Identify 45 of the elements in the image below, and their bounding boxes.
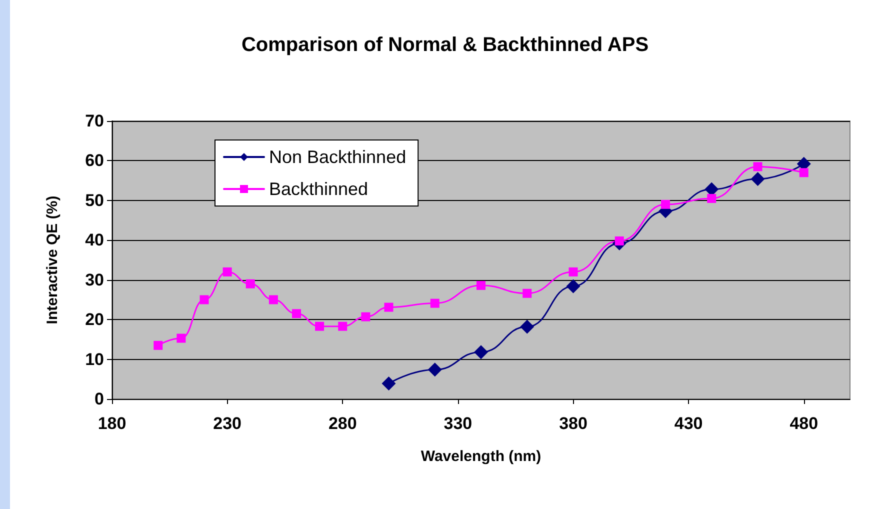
y-tick-label: 40 <box>85 230 104 250</box>
point <box>522 288 532 298</box>
x-tick-label: 430 <box>674 414 703 433</box>
point <box>338 322 348 331</box>
point <box>200 295 209 304</box>
point <box>474 345 488 360</box>
y-tick-label: 60 <box>85 151 104 170</box>
legend-label: Non Backthinned <box>269 147 406 167</box>
point <box>268 295 278 304</box>
point <box>382 376 396 391</box>
point <box>361 312 370 322</box>
point <box>707 194 716 203</box>
x-tick-label: 380 <box>559 414 588 433</box>
point <box>753 162 762 172</box>
y-tick-label: 70 <box>85 112 104 130</box>
point <box>315 322 324 331</box>
point <box>246 279 255 288</box>
x-tick-label: 180 <box>98 414 126 433</box>
y-tick-label: 20 <box>85 310 104 330</box>
x-axis-title: Wavelength (nm) <box>420 448 542 465</box>
x-tick-label: 230 <box>213 414 242 433</box>
x-tick-label: 280 <box>328 414 357 433</box>
point <box>476 280 486 290</box>
point <box>428 362 442 377</box>
point <box>292 309 301 318</box>
point <box>750 172 765 186</box>
y-tick-label: 50 <box>85 190 104 210</box>
legend-label: Backthinned <box>269 179 368 199</box>
point <box>176 334 186 343</box>
y-tick-label: 0 <box>94 390 104 408</box>
y-tick-label: 10 <box>85 350 104 369</box>
x-tick-label: 330 <box>444 414 472 433</box>
y-axis-title: Interactive QE (%) <box>44 196 61 324</box>
point <box>566 279 580 294</box>
point <box>384 302 394 312</box>
y-tick-label: 30 <box>85 270 104 290</box>
point <box>799 168 808 178</box>
point <box>661 200 670 209</box>
point <box>222 267 232 276</box>
chart-title: Comparison of Normal & Backthinned APS <box>241 34 649 56</box>
point <box>430 298 440 308</box>
point <box>154 340 163 350</box>
point <box>520 320 534 334</box>
x-tick-label: 480 <box>790 414 818 433</box>
point <box>568 267 578 276</box>
